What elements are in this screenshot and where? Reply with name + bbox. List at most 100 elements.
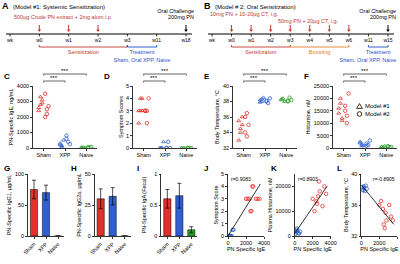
svg-text:r=-0.8905: r=-0.8905: [373, 176, 395, 182]
svg-text:w1: w1: [65, 37, 72, 43]
svg-text:40: 40: [223, 83, 229, 89]
svg-text:Sham: Sham: [89, 241, 104, 256]
svg-text:w15: w15: [383, 37, 392, 43]
svg-text:wk: wk: [209, 37, 216, 43]
svg-text:Naive: Naive: [180, 241, 194, 255]
svg-text:Plasma Histamine, nM: Plasma Histamine, nM: [267, 177, 273, 232]
svg-text:***: ***: [261, 68, 269, 74]
svg-text:3000: 3000: [17, 98, 29, 104]
svg-text:Naive: Naive: [46, 241, 60, 255]
svg-text:0: 0: [126, 145, 129, 151]
svg-text:20000: 20000: [314, 95, 329, 101]
svg-text:PN-Specific IgG1, µg/mL: PN-Specific IgG1, µg/mL: [6, 175, 12, 236]
svg-text:20000: 20000: [275, 183, 290, 189]
svg-text:Naive: Naive: [179, 152, 193, 158]
svg-text:Treatment: Treatment: [130, 49, 155, 55]
svg-text:***: ***: [350, 75, 358, 81]
svg-text:Body Temperature, °C: Body Temperature, °C: [214, 90, 220, 144]
svg-text:XPP: XPP: [59, 152, 70, 158]
svg-text:XPP: XPP: [170, 241, 182, 253]
svg-text:Sham, Oral XPP, Naive: Sham, Oral XPP, Naive: [340, 57, 397, 63]
svg-text:Naive: Naive: [79, 152, 93, 158]
svg-text:w11: w11: [364, 37, 373, 43]
svg-text:PN-Specific IgA (Fecal): PN-Specific IgA (Fecal): [141, 176, 147, 233]
svg-text:0: 0: [26, 145, 29, 151]
svg-text:***: ***: [150, 75, 158, 81]
svg-text:38: 38: [223, 98, 229, 104]
svg-text:10000: 10000: [314, 120, 329, 126]
svg-text:PN Specific IgE: PN Specific IgE: [227, 246, 266, 252]
svg-text:5: 5: [221, 171, 224, 177]
svg-text:3: 3: [126, 108, 129, 114]
svg-text:25: 25: [85, 202, 91, 208]
svg-text:36: 36: [223, 114, 229, 120]
svg-text:XPP: XPP: [159, 152, 170, 158]
svg-text:1: 1: [154, 171, 157, 177]
svg-text:w18: w18: [181, 37, 190, 43]
svg-text:2000: 2000: [17, 114, 29, 120]
svg-text:5000: 5000: [317, 133, 329, 139]
svg-text:0.5: 0.5: [150, 202, 158, 208]
svg-text:200mg PN: 200mg PN: [370, 14, 396, 20]
svg-text:E: E: [204, 72, 210, 81]
svg-text:4000: 4000: [258, 240, 270, 246]
svg-text:Sham: Sham: [36, 152, 51, 158]
svg-text:A: A: [2, 1, 9, 11]
svg-text:2000: 2000: [373, 240, 385, 246]
svg-text:15000: 15000: [314, 108, 329, 114]
svg-text:r=0.9083: r=0.9083: [231, 176, 251, 182]
svg-text:(Model #1: Systemic Sensitizat: (Model #1: Systemic Sensitization): [13, 4, 105, 10]
svg-text:w6: w6: [346, 37, 353, 43]
svg-text:wk: wk: [7, 37, 14, 43]
svg-text:B: B: [204, 1, 211, 11]
svg-text:3: 3: [221, 196, 224, 202]
svg-text:w3: w3: [124, 37, 131, 43]
svg-text:32: 32: [223, 145, 229, 151]
svg-text:Naive: Naive: [113, 241, 127, 255]
svg-text:2000: 2000: [307, 240, 319, 246]
svg-text:34: 34: [223, 129, 229, 135]
svg-text:0: 0: [360, 240, 363, 246]
svg-text:r=0.8903: r=0.8903: [298, 176, 318, 182]
svg-text:w11: w11: [152, 37, 161, 43]
svg-text:w0: w0: [36, 37, 43, 43]
svg-text:w4: w4: [307, 37, 314, 43]
svg-text:10000: 10000: [275, 208, 290, 214]
svg-text:5: 5: [126, 83, 129, 89]
svg-text:10mg PN + 10-20µg CT, i.g.: 10mg PN + 10-20µg CT, i.g.: [210, 11, 279, 17]
svg-text:40: 40: [351, 171, 357, 177]
svg-text:Body Temperature, °C: Body Temperature, °C: [343, 178, 349, 232]
svg-text:w2: w2: [95, 37, 102, 43]
svg-text:PN-Specific IgG2a, µg/mL: PN-Specific IgG2a, µg/mL: [76, 173, 82, 237]
svg-text:0: 0: [221, 233, 224, 239]
svg-text:4: 4: [221, 183, 224, 189]
svg-text:PN-Specific IgE, ng/mL: PN-Specific IgE, ng/mL: [8, 89, 14, 146]
svg-text:Sham: Sham: [236, 152, 251, 158]
svg-text:XPP: XPP: [103, 241, 115, 253]
svg-text:***: ***: [161, 68, 169, 74]
svg-text:4: 4: [126, 95, 129, 101]
svg-text:PN Specific IgE: PN Specific IgE: [294, 246, 333, 252]
svg-text:***: ***: [361, 68, 369, 74]
svg-text:w0: w0: [228, 37, 235, 43]
svg-text:50: 50: [85, 171, 91, 177]
svg-text:500µg Crude PN extract + 2mg a: 500µg Crude PN extract + 2mg alum i.p.: [14, 14, 113, 20]
svg-text:2000: 2000: [240, 240, 252, 246]
svg-text:C: C: [4, 72, 10, 81]
svg-text:1: 1: [221, 221, 224, 227]
svg-text:32: 32: [351, 233, 357, 239]
svg-text:0: 0: [21, 233, 24, 239]
svg-text:0: 0: [288, 233, 291, 239]
svg-text:H: H: [71, 164, 77, 173]
svg-text:J: J: [204, 164, 208, 173]
svg-text:Symptom Scores: Symptom Scores: [118, 96, 124, 138]
svg-text:0: 0: [88, 233, 91, 239]
svg-text:XPP: XPP: [359, 152, 370, 158]
svg-text:50: 50: [18, 202, 24, 208]
svg-text:2: 2: [126, 120, 129, 126]
svg-text:0: 0: [154, 233, 157, 239]
svg-text:50mg PN + 20µg CT, i.g.: 50mg PN + 20µg CT, i.g.: [278, 18, 339, 24]
svg-text:1: 1: [126, 133, 129, 139]
svg-text:XPP: XPP: [37, 241, 49, 253]
svg-text:G: G: [4, 164, 10, 173]
